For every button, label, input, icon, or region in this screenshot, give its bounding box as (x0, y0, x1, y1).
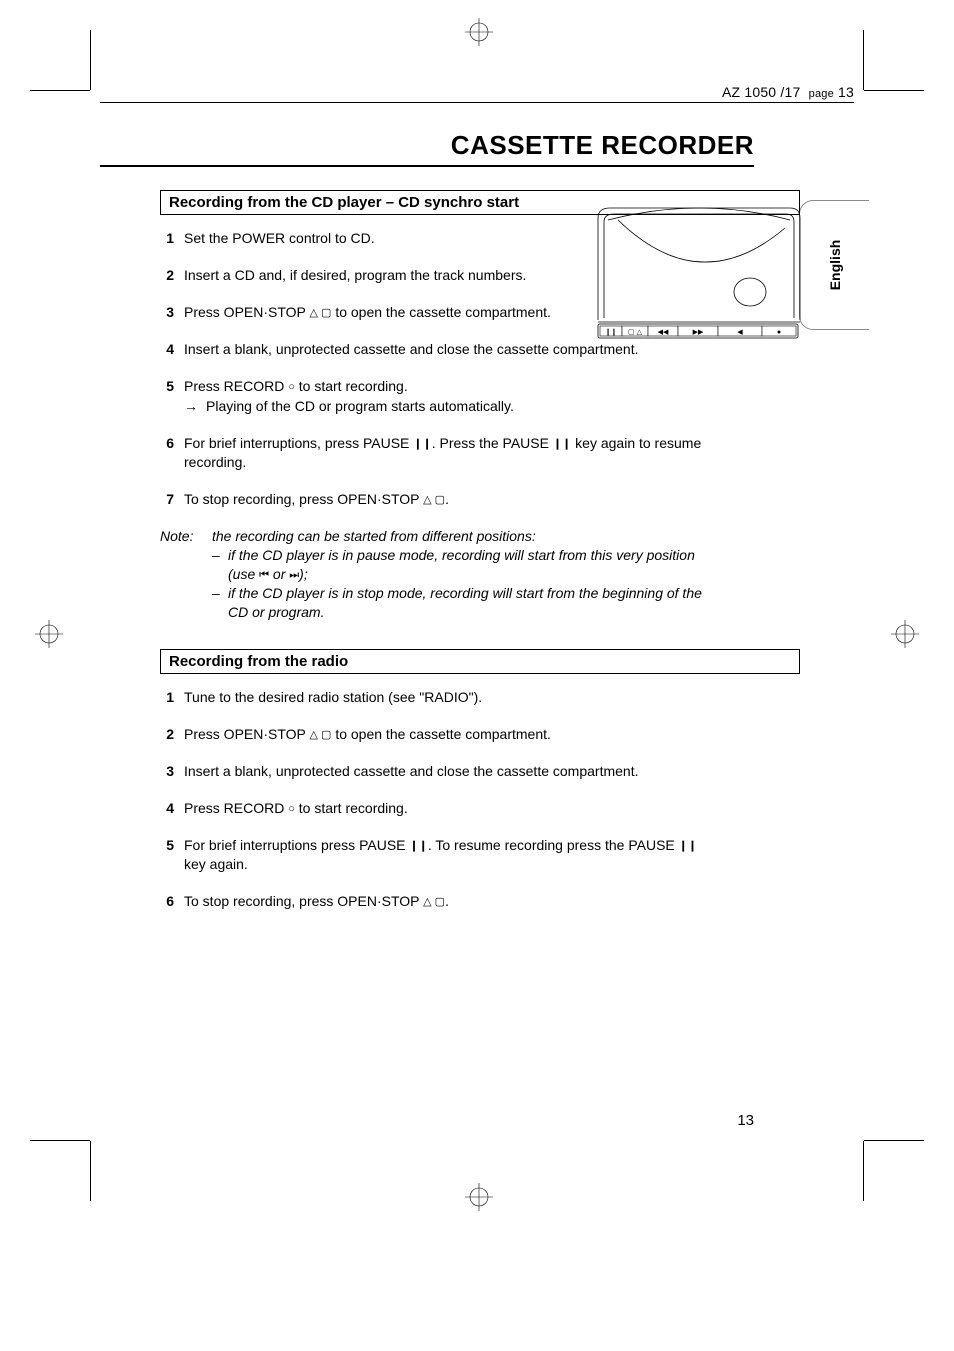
language-label: English (827, 240, 843, 291)
step-text: Press OPEN·STOP △ ▢ to open the cassette… (184, 725, 720, 744)
steps-list-radio: 1 Tune to the desired radio station (see … (160, 688, 720, 910)
step-number: 1 (160, 688, 174, 707)
page-label: page (809, 88, 834, 100)
page-number-head: 13 (838, 84, 854, 100)
step-item: 1 Set the POWER control to CD. (160, 229, 720, 248)
crop-mark (864, 1140, 924, 1141)
step-number: 5 (160, 377, 174, 417)
crop-mark (863, 30, 864, 90)
step-number: 2 (160, 725, 174, 744)
note-bullet: –if the CD player is in stop mode, recor… (212, 584, 720, 622)
step-number: 3 (160, 303, 174, 322)
page-title: CASSETTE RECORDER (100, 130, 754, 167)
language-tab: English (799, 200, 869, 330)
step-item: 3 Press OPEN·STOP △ ▢ to open the cassett… (160, 303, 720, 322)
crop-mark (30, 1140, 90, 1141)
step-text: Insert a blank, unprotected cassette and… (184, 340, 720, 359)
section-heading-radio: Recording from the radio (160, 649, 800, 674)
step-number: 4 (160, 799, 174, 818)
main-content: Recording from the CD player – CD synchr… (160, 190, 800, 929)
step-text: Press RECORD ○ to start recording. (184, 799, 720, 818)
steps-list-cd: 1 Set the POWER control to CD. 2 Insert a C… (160, 229, 720, 509)
step-text: To stop recording, press OPEN·STOP △ ▢. (184, 490, 720, 509)
step-item: 5 For brief interruptions press PAUSE ❙❙.… (160, 836, 720, 874)
step-item: 1 Tune to the desired radio station (see … (160, 688, 720, 707)
running-head: AZ 1050 /17 page 13 (100, 84, 854, 103)
step-item: 3 Insert a blank, unprotected cassette an… (160, 762, 720, 781)
step-number: 6 (160, 892, 174, 911)
step-item: 4 Insert a blank, unprotected cassette an… (160, 340, 720, 359)
crop-mark (30, 90, 90, 91)
crop-mark (90, 1141, 91, 1201)
step-number: 7 (160, 490, 174, 509)
step-text: Tune to the desired radio station (see "… (184, 688, 720, 707)
step-text: Press OPEN·STOP △ ▢ to open the cassette… (184, 303, 720, 322)
section-heading-cd-synchro: Recording from the CD player – CD synchr… (160, 190, 800, 215)
step-text: To stop recording, press OPEN·STOP △ ▢. (184, 892, 720, 911)
step-text: For brief interruptions press PAUSE ❙❙. … (184, 836, 720, 874)
model-label: AZ 1050 /17 (722, 84, 800, 100)
crop-mark (864, 90, 924, 91)
registration-mark-icon (465, 18, 493, 46)
step-item: 6 To stop recording, press OPEN·STOP △ ▢. (160, 892, 720, 911)
step-item: 5Press RECORD ○ to start recording.→Play… (160, 377, 720, 417)
step-number: 6 (160, 434, 174, 472)
step-number: 2 (160, 266, 174, 285)
step-number: 5 (160, 836, 174, 874)
registration-mark-icon (465, 1183, 493, 1211)
footer-page-number: 13 (737, 1112, 754, 1129)
note-bullet: –if the CD player is in pause mode, reco… (212, 546, 720, 584)
step-text: Insert a CD and, if desired, program the… (184, 266, 720, 285)
step-text: Insert a blank, unprotected cassette and… (184, 762, 720, 781)
registration-mark-icon (35, 620, 63, 648)
step-number: 1 (160, 229, 174, 248)
step-item: 7 To stop recording, press OPEN·STOP △ ▢. (160, 490, 720, 509)
note-intro: the recording can be started from differ… (212, 527, 720, 546)
step-item: 6 For brief interruptions, press PAUSE ❙❙… (160, 434, 720, 472)
step-text: Press RECORD ○ to start recording.→Playi… (184, 377, 720, 417)
step-number: 4 (160, 340, 174, 359)
crop-mark (90, 30, 91, 90)
registration-mark-icon (891, 620, 919, 648)
note-block: Note: the recording can be started from … (160, 527, 720, 621)
step-item: 2 Insert a CD and, if desired, program th… (160, 266, 720, 285)
step-item: 4 Press RECORD ○ to start recording. (160, 799, 720, 818)
crop-mark (863, 1141, 864, 1201)
note-label: Note: (160, 527, 204, 621)
step-item: 2 Press OPEN·STOP △ ▢ to open the cassett… (160, 725, 720, 744)
step-text: Set the POWER control to CD. (184, 229, 720, 248)
step-text: For brief interruptions, press PAUSE ❙❙.… (184, 434, 720, 472)
note-body: the recording can be started from differ… (212, 527, 720, 621)
step-number: 3 (160, 762, 174, 781)
